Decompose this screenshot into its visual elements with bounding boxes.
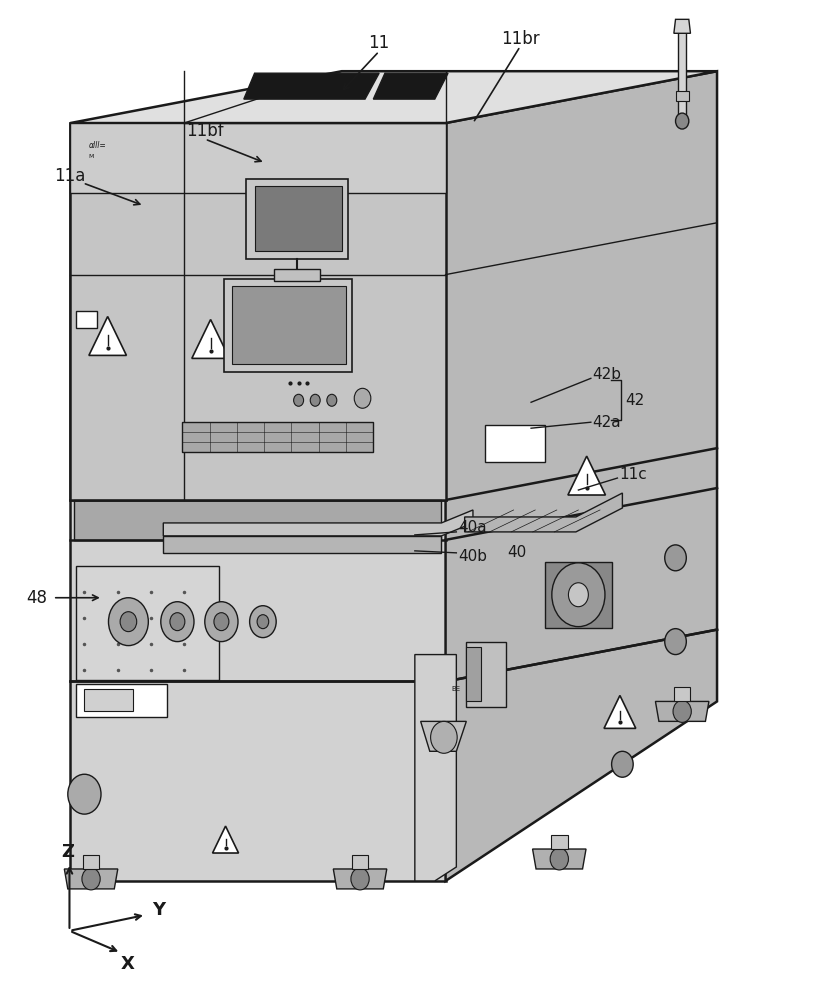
Polygon shape <box>465 493 622 532</box>
Polygon shape <box>678 31 686 123</box>
Text: 40b: 40b <box>458 549 487 564</box>
Text: 42: 42 <box>626 393 645 408</box>
Text: 11: 11 <box>368 34 390 52</box>
Text: 11c: 11c <box>619 467 646 482</box>
Polygon shape <box>485 425 545 462</box>
Polygon shape <box>545 562 612 628</box>
Circle shape <box>568 583 588 607</box>
Polygon shape <box>244 73 379 99</box>
Circle shape <box>170 613 185 631</box>
Circle shape <box>310 394 320 406</box>
Polygon shape <box>676 91 689 101</box>
Polygon shape <box>532 849 586 869</box>
Circle shape <box>67 774 101 814</box>
Circle shape <box>673 700 691 722</box>
Circle shape <box>550 848 568 870</box>
Text: M: M <box>88 154 94 159</box>
Polygon shape <box>274 269 320 281</box>
Polygon shape <box>70 123 446 881</box>
Text: Y: Y <box>152 901 166 919</box>
Text: BE: BE <box>451 686 461 692</box>
Polygon shape <box>82 855 99 869</box>
Polygon shape <box>604 695 636 728</box>
Polygon shape <box>466 647 481 701</box>
Polygon shape <box>656 701 709 721</box>
Circle shape <box>611 751 633 777</box>
Circle shape <box>205 602 238 642</box>
Text: 11a: 11a <box>54 167 85 185</box>
Circle shape <box>108 598 148 646</box>
Polygon shape <box>232 286 346 364</box>
Circle shape <box>214 613 229 631</box>
Text: αlll=: αlll= <box>88 141 107 150</box>
Polygon shape <box>421 721 466 751</box>
Polygon shape <box>89 317 127 355</box>
Polygon shape <box>674 19 691 33</box>
Polygon shape <box>352 855 368 869</box>
Polygon shape <box>568 456 606 495</box>
Circle shape <box>676 113 689 129</box>
Text: X: X <box>121 955 135 973</box>
Polygon shape <box>84 689 132 711</box>
Polygon shape <box>333 869 387 889</box>
Text: Z: Z <box>61 843 74 861</box>
Circle shape <box>120 612 137 632</box>
Polygon shape <box>182 422 373 452</box>
Polygon shape <box>446 71 717 881</box>
Polygon shape <box>76 566 219 680</box>
Polygon shape <box>415 655 456 881</box>
Polygon shape <box>247 179 348 259</box>
Circle shape <box>665 629 686 655</box>
Polygon shape <box>70 123 446 500</box>
Polygon shape <box>466 642 506 707</box>
Polygon shape <box>74 500 441 540</box>
Circle shape <box>351 868 369 890</box>
Circle shape <box>327 394 337 406</box>
Polygon shape <box>674 687 691 701</box>
Polygon shape <box>373 73 448 99</box>
Polygon shape <box>163 536 441 553</box>
Polygon shape <box>212 826 238 853</box>
Text: 40a: 40a <box>458 520 486 535</box>
Polygon shape <box>192 320 229 358</box>
Circle shape <box>82 868 100 890</box>
Circle shape <box>354 388 371 408</box>
Polygon shape <box>64 869 117 889</box>
Circle shape <box>551 563 605 627</box>
Circle shape <box>250 606 277 638</box>
Circle shape <box>161 602 194 642</box>
Text: 48: 48 <box>26 589 47 607</box>
Polygon shape <box>224 279 352 372</box>
Polygon shape <box>163 510 473 536</box>
Polygon shape <box>551 835 567 849</box>
Circle shape <box>431 721 457 753</box>
Circle shape <box>257 615 269 629</box>
Polygon shape <box>255 186 342 251</box>
Text: 40: 40 <box>507 545 526 560</box>
Polygon shape <box>70 71 717 123</box>
Text: 11br: 11br <box>501 30 540 48</box>
Text: 42a: 42a <box>592 415 621 430</box>
Circle shape <box>665 545 686 571</box>
Polygon shape <box>76 684 167 717</box>
Text: 42b: 42b <box>592 367 621 382</box>
Circle shape <box>293 394 303 406</box>
Polygon shape <box>70 123 446 193</box>
Polygon shape <box>76 311 97 328</box>
Text: 11bf: 11bf <box>186 122 223 140</box>
